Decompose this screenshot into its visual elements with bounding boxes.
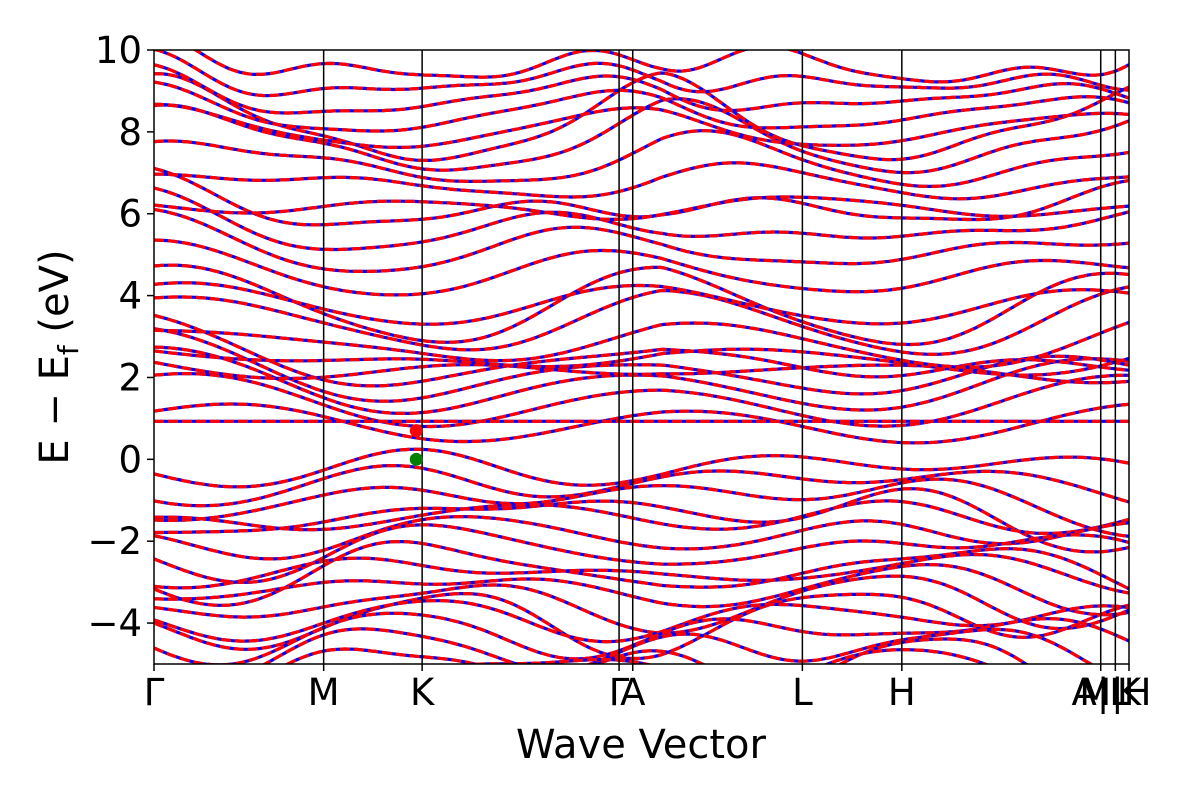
x-axis-title: Wave Vector bbox=[516, 722, 767, 768]
y-axis-title-main: E − E bbox=[32, 355, 78, 465]
y-tick-label: 4 bbox=[118, 275, 142, 318]
band-line-dashed bbox=[154, 71, 1129, 162]
band-line-dashed bbox=[154, 599, 1129, 644]
band-line-dashed bbox=[154, 552, 1129, 595]
x-tick-label: A bbox=[620, 671, 645, 714]
band-line-dashed bbox=[154, 186, 1129, 252]
band-lines bbox=[154, 50, 1129, 664]
band-line-dashed bbox=[154, 347, 1129, 377]
x-tick-label: L bbox=[792, 671, 813, 714]
band-line-dashed bbox=[154, 499, 1129, 535]
x-tick-label: H bbox=[888, 671, 916, 714]
y-tick-label: −2 bbox=[87, 520, 142, 563]
x-tick-label: M|H bbox=[1079, 671, 1151, 714]
band-line-dashed bbox=[154, 80, 1129, 133]
x-tick-label: K bbox=[410, 671, 436, 714]
band-line-solid bbox=[154, 285, 1129, 356]
band-line-dashed bbox=[154, 402, 1129, 445]
band-line-dashed bbox=[154, 166, 1129, 227]
band-line-dashed bbox=[284, 637, 1029, 664]
band-line-dashed bbox=[154, 195, 1129, 221]
band-line-dashed bbox=[154, 514, 1129, 561]
band-line-dashed bbox=[154, 345, 1129, 415]
band-line-dashed bbox=[154, 487, 1129, 554]
band-line-dashed bbox=[154, 207, 1129, 273]
x-tick-label: K bbox=[1117, 671, 1143, 714]
y-tick-label: 8 bbox=[118, 111, 142, 154]
band-line-dashed bbox=[154, 540, 1129, 607]
y-tick-label: 2 bbox=[118, 356, 142, 399]
x-tick-label: A|L bbox=[1072, 671, 1131, 714]
band-line-dashed bbox=[154, 238, 1129, 297]
x-tick-label: M bbox=[308, 671, 340, 714]
band-line-dashed bbox=[154, 464, 1129, 508]
y-tick-label: 6 bbox=[118, 193, 142, 236]
band-line-dashed bbox=[154, 129, 1129, 188]
band-line-dashed bbox=[154, 360, 1129, 385]
y-axis-ticks: −4 −2 0 2 4 6 8 10 bbox=[87, 29, 154, 645]
band-line-dashed bbox=[154, 563, 1129, 617]
band-line-dashed bbox=[192, 50, 1129, 84]
y-tick-label: −4 bbox=[87, 602, 142, 645]
band-line-dashed bbox=[154, 372, 1129, 429]
band-line-solid bbox=[453, 648, 990, 664]
y-axis-title: E − Ef (eV) bbox=[32, 249, 85, 464]
x-tick-label: Γ bbox=[609, 671, 630, 714]
band-line-dashed bbox=[154, 102, 1129, 149]
band-line-dashed bbox=[154, 63, 1129, 115]
cbm-marker bbox=[409, 424, 423, 438]
high-symmetry-lines bbox=[322, 50, 1117, 664]
y-tick-label: 0 bbox=[118, 438, 142, 481]
band-line-dashed bbox=[261, 627, 1094, 664]
band-line-dashed bbox=[154, 97, 1129, 175]
x-tick-label: Γ bbox=[144, 671, 165, 714]
plot-frame bbox=[153, 49, 1130, 665]
band-edge-markers bbox=[409, 424, 423, 466]
band-line-dashed bbox=[154, 50, 1129, 98]
band-line-dashed bbox=[154, 477, 1129, 538]
band-line-dashed bbox=[154, 447, 1129, 489]
y-tick-label: 10 bbox=[95, 29, 142, 72]
band-line-dashed bbox=[154, 281, 1129, 326]
x-axis-ticks: Γ M K ΓA L H A|LM|HK bbox=[144, 664, 1151, 714]
band-line-dashed bbox=[154, 161, 1129, 201]
band-line-dashed bbox=[154, 327, 1129, 403]
y-axis-title-subscript: f bbox=[52, 344, 85, 355]
band-line-dashed bbox=[154, 263, 1129, 347]
band-line-dashed bbox=[154, 574, 1129, 635]
band-line-dashed bbox=[154, 320, 1129, 369]
y-axis-title-unit: (eV) bbox=[32, 249, 78, 345]
vbm-marker bbox=[409, 452, 423, 466]
